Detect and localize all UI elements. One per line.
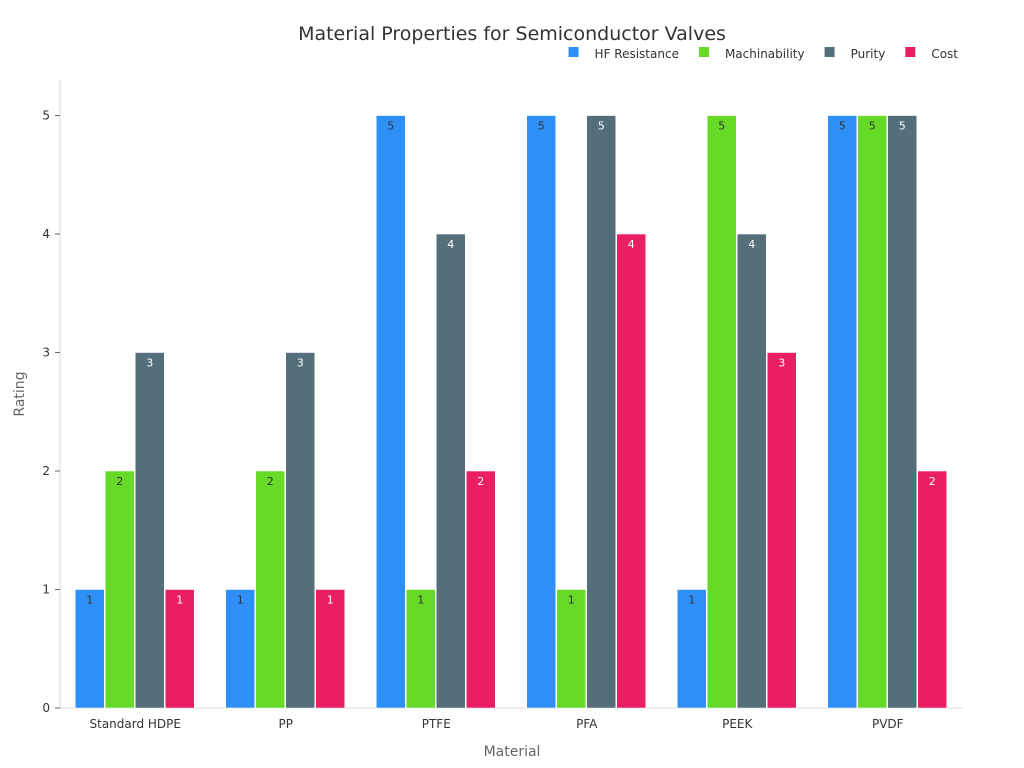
y-tick-label: 1 (42, 583, 50, 597)
legend-item[interactable]: Cost (905, 47, 958, 61)
x-tick-label: PP (279, 717, 293, 731)
legend: HF Resistance Machinability Purity Cost (568, 47, 958, 61)
data-label: 2 (477, 475, 484, 488)
axes: 0 1 2 3 4 5 Standard HDPE PP PTFE PFA PEEK PVDF (42, 80, 963, 731)
legend-swatch (698, 47, 709, 57)
y-tick-label: 0 (42, 701, 50, 715)
legend-swatch (568, 47, 579, 57)
bar-cost[interactable] (917, 470, 947, 709)
data-label: 1 (417, 594, 424, 607)
x-tick-label: PEEK (722, 717, 753, 731)
bar-purity[interactable] (285, 352, 315, 709)
bar-cost[interactable] (616, 233, 646, 709)
data-label: 1 (86, 594, 93, 607)
data-label: 1 (176, 594, 183, 607)
data-label: 2 (267, 475, 274, 488)
legend-swatch (905, 47, 916, 57)
bar-cost[interactable] (315, 589, 345, 709)
bar-hf-resistance[interactable] (827, 115, 857, 709)
chart-title: Material Properties for Semiconductor Va… (298, 23, 726, 45)
data-label: 5 (718, 120, 725, 133)
legend-label: Machinability (725, 47, 805, 61)
y-axis-title: Rating (12, 371, 28, 416)
data-label: 1 (688, 594, 695, 607)
bars (75, 115, 947, 709)
bar-hf-resistance[interactable] (225, 589, 255, 709)
y-tick-label: 4 (42, 227, 50, 241)
data-label: 4 (447, 238, 454, 251)
bar-machinability[interactable] (406, 589, 436, 709)
bar-machinability[interactable] (255, 470, 285, 709)
y-tick-label: 2 (42, 464, 50, 478)
data-label: 4 (748, 238, 755, 251)
bar-purity[interactable] (586, 115, 616, 709)
legend-item[interactable]: Purity (824, 47, 886, 61)
bar-machinability[interactable] (707, 115, 737, 709)
bar-purity[interactable] (135, 352, 165, 709)
bar-purity[interactable] (737, 233, 767, 709)
data-label: 5 (899, 120, 906, 133)
data-label: 1 (568, 594, 575, 607)
legend-item[interactable]: HF Resistance (568, 47, 679, 61)
data-label: 4 (628, 238, 635, 251)
bar-cost[interactable] (767, 352, 797, 709)
bar-cost[interactable] (165, 589, 195, 709)
bar-machinability[interactable] (105, 470, 135, 709)
legend-label: Purity (851, 47, 886, 61)
bar-hf-resistance[interactable] (526, 115, 556, 709)
data-label: 5 (598, 120, 605, 133)
data-label: 3 (297, 357, 304, 370)
data-label: 1 (237, 594, 244, 607)
bar-machinability[interactable] (857, 115, 887, 709)
bar-cost[interactable] (466, 470, 496, 709)
bar-hf-resistance[interactable] (677, 589, 707, 709)
bar-purity[interactable] (436, 233, 466, 709)
data-label: 5 (387, 120, 394, 133)
legend-swatch (824, 47, 835, 57)
data-label: 1 (327, 594, 334, 607)
x-tick-label: Standard HDPE (90, 717, 182, 731)
x-tick-label: PFA (576, 717, 598, 731)
data-label: 3 (146, 357, 153, 370)
data-label: 2 (116, 475, 123, 488)
data-label: 5 (538, 120, 545, 133)
x-axis-title: Material (484, 744, 541, 760)
x-tick-label: PTFE (422, 717, 451, 731)
y-tick-label: 3 (42, 346, 50, 360)
legend-label: Cost (931, 47, 958, 61)
data-label: 2 (929, 475, 936, 488)
legend-label: HF Resistance (595, 47, 679, 61)
data-labels: 1 2 3 1 1 2 3 1 5 1 4 2 5 1 5 4 1 5 4 3 5 5 5 2 (86, 120, 936, 607)
bar-machinability[interactable] (556, 589, 586, 709)
data-label: 5 (839, 120, 846, 133)
bar-hf-resistance[interactable] (376, 115, 406, 709)
data-label: 5 (869, 120, 876, 133)
legend-item[interactable]: Machinability (698, 47, 805, 61)
bar-hf-resistance[interactable] (75, 589, 105, 709)
y-tick-label: 5 (42, 109, 50, 123)
x-tick-label: PVDF (872, 717, 904, 731)
bar-purity[interactable] (887, 115, 917, 709)
data-label: 3 (778, 357, 785, 370)
